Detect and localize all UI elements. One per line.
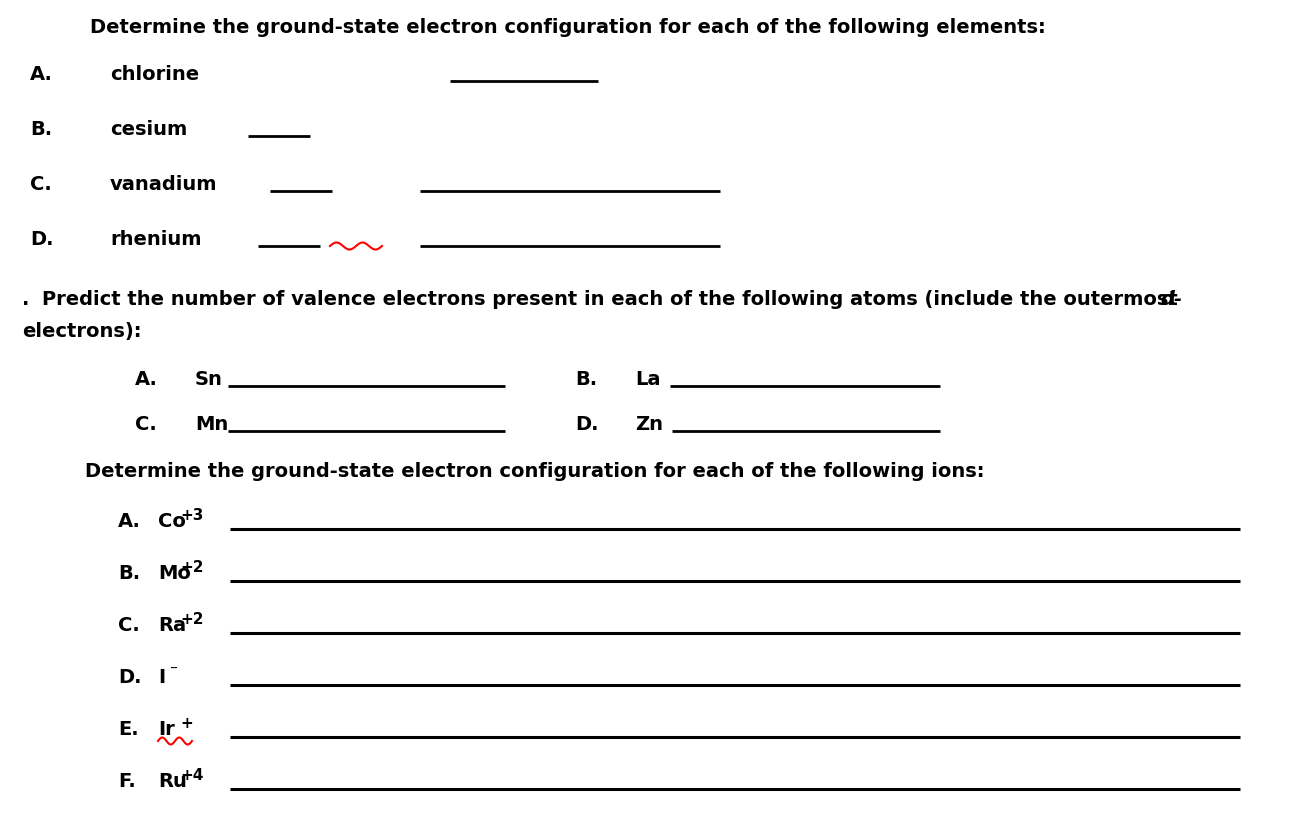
Text: +3: +3 — [180, 508, 204, 523]
Text: Sn: Sn — [195, 369, 223, 388]
Text: F.: F. — [118, 771, 136, 790]
Text: B.: B. — [575, 369, 597, 388]
Text: Predict the number of valence electrons present in each of the following atoms (: Predict the number of valence electrons … — [42, 290, 1185, 309]
Text: vanadium: vanadium — [110, 174, 218, 194]
Text: Mo: Mo — [158, 563, 191, 582]
Text: Zn: Zn — [635, 414, 663, 433]
Text: Ru: Ru — [158, 771, 187, 790]
Text: I: I — [158, 667, 165, 686]
Text: Determine the ground-state electron configuration for each of the following elem: Determine the ground-state electron conf… — [90, 18, 1046, 37]
Text: A.: A. — [30, 65, 53, 84]
Text: rhenium: rhenium — [110, 229, 201, 249]
Text: D.: D. — [118, 667, 141, 686]
Text: .: . — [22, 290, 30, 309]
Text: cesium: cesium — [110, 120, 187, 139]
Text: B.: B. — [30, 120, 52, 139]
Text: D.: D. — [30, 229, 53, 249]
Text: La: La — [635, 369, 661, 388]
Text: C.: C. — [30, 174, 52, 194]
Text: electrons):: electrons): — [22, 322, 141, 341]
Text: Mn: Mn — [195, 414, 228, 433]
Text: d-: d- — [1160, 290, 1182, 309]
Text: +: + — [180, 715, 192, 730]
Text: +2: +2 — [180, 611, 204, 627]
Text: A.: A. — [135, 369, 158, 388]
Text: C.: C. — [135, 414, 157, 433]
Text: chlorine: chlorine — [110, 65, 199, 84]
Text: ⁻: ⁻ — [170, 663, 178, 678]
Text: D.: D. — [575, 414, 598, 433]
Text: E.: E. — [118, 719, 139, 738]
Text: Determine the ground-state electron configuration for each of the following ions: Determine the ground-state electron conf… — [84, 461, 984, 481]
Text: C.: C. — [118, 615, 140, 634]
Text: Co: Co — [158, 511, 186, 531]
Text: +4: +4 — [180, 767, 204, 782]
Text: +2: +2 — [180, 559, 204, 574]
Text: Ir: Ir — [158, 719, 175, 738]
Text: Ra: Ra — [158, 615, 186, 634]
Text: B.: B. — [118, 563, 140, 582]
Text: A.: A. — [118, 511, 141, 531]
